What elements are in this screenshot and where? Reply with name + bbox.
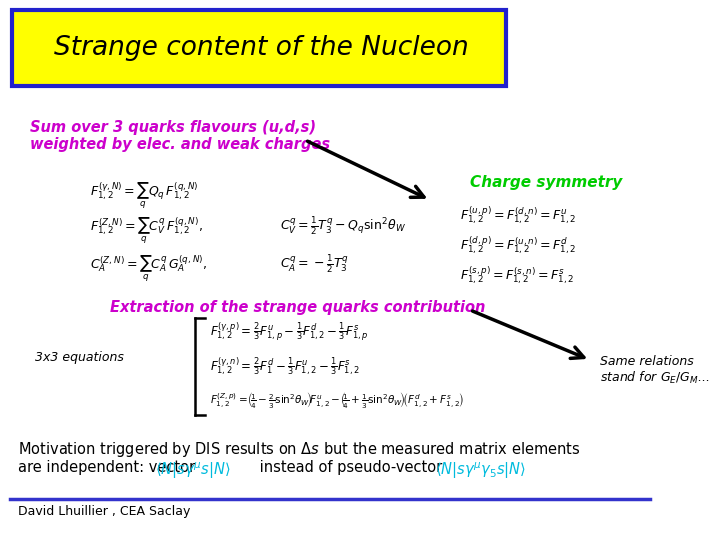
FancyBboxPatch shape — [12, 10, 506, 86]
Text: $F_{1,2}^{(Z,N)} = \sum_{q} C_{V}^{q}\, F_{1,2}^{(q,N)},$: $F_{1,2}^{(Z,N)} = \sum_{q} C_{V}^{q}\, … — [90, 215, 203, 246]
Text: $F_{1,2}^{(d,p)} = F_{1,2}^{(u,n)} = F_{1,2}^{d}$: $F_{1,2}^{(d,p)} = F_{1,2}^{(u,n)} = F_{… — [460, 235, 576, 257]
Text: Same relations
stand for $G_E/G_M$...: Same relations stand for $G_E/G_M$... — [600, 355, 710, 387]
Text: instead of pseudo-vector: instead of pseudo-vector — [255, 460, 447, 475]
Text: $F_{1,2}^{(\gamma,N)} = \sum_{q} Q_q\, F_{1,2}^{(q,N)}$: $F_{1,2}^{(\gamma,N)} = \sum_{q} Q_q\, F… — [90, 180, 199, 211]
Text: David Lhuillier , CEA Saclay: David Lhuillier , CEA Saclay — [18, 505, 190, 518]
Text: Strange content of the Nucleon: Strange content of the Nucleon — [53, 35, 469, 61]
Text: $F_{1,2}^{(Z,p)} = \!\left(\!\frac{1}{4} - \frac{2}{3}\sin^2\!\theta_W\!\right)\: $F_{1,2}^{(Z,p)} = \!\left(\!\frac{1}{4}… — [210, 390, 464, 410]
Text: $F_{1,2}^{(u,p)} = F_{1,2}^{(d,n)} = F_{1,2}^{u}$: $F_{1,2}^{(u,p)} = F_{1,2}^{(d,n)} = F_{… — [460, 205, 576, 227]
Text: $C_{V}^{q} = \frac{1}{2}T_{3}^{q} - Q_{q}\sin^{2}\!\theta_{W}$: $C_{V}^{q} = \frac{1}{2}T_{3}^{q} - Q_{q… — [280, 215, 406, 237]
Text: $F_{1,2}^{(\gamma,p)} = \frac{2}{3}F_{1,p}^{u} - \frac{1}{3}F_{1,2}^{d} - \frac{: $F_{1,2}^{(\gamma,p)} = \frac{2}{3}F_{1,… — [210, 320, 369, 343]
Text: Motivation triggered by DIS results on $\Delta s$ but the measured matrix elemen: Motivation triggered by DIS results on $… — [18, 440, 580, 459]
Text: $C_{A}^{(Z,N)} = \sum_{q} C_{A}^{q}\, G_{A}^{(q,N)},$: $C_{A}^{(Z,N)} = \sum_{q} C_{A}^{q}\, G_… — [90, 253, 207, 284]
Text: $F_{1,2}^{(s,p)} = F_{1,2}^{(s,n)} = F_{1,2}^{s}$: $F_{1,2}^{(s,p)} = F_{1,2}^{(s,n)} = F_{… — [460, 265, 574, 287]
Text: $F_{1,2}^{(\gamma,n)} = \frac{2}{3}F_{1}^{d} - \frac{1}{3}F_{1,2}^{u} - \frac{1}: $F_{1,2}^{(\gamma,n)} = \frac{2}{3}F_{1}… — [210, 355, 360, 377]
Text: Extraction of the strange quarks contribution: Extraction of the strange quarks contrib… — [110, 300, 485, 315]
Text: $C_{A}^{q} = -\frac{1}{2}T_{3}^{q}$: $C_{A}^{q} = -\frac{1}{2}T_{3}^{q}$ — [280, 253, 349, 275]
Text: Charge symmetry: Charge symmetry — [470, 175, 622, 190]
Text: are independent: vector: are independent: vector — [18, 460, 199, 475]
Text: 3x3 equations: 3x3 equations — [35, 352, 124, 365]
Text: $\langle N|s\gamma^\mu s|N\rangle$: $\langle N|s\gamma^\mu s|N\rangle$ — [155, 460, 230, 481]
Text: Sum over 3 quarks flavours (u,d,s)
weighted by elec. and weak charges: Sum over 3 quarks flavours (u,d,s) weigh… — [30, 120, 330, 152]
Text: $\langle N|s\gamma^\mu\gamma_5 s|N\rangle$: $\langle N|s\gamma^\mu\gamma_5 s|N\rangl… — [435, 460, 526, 481]
